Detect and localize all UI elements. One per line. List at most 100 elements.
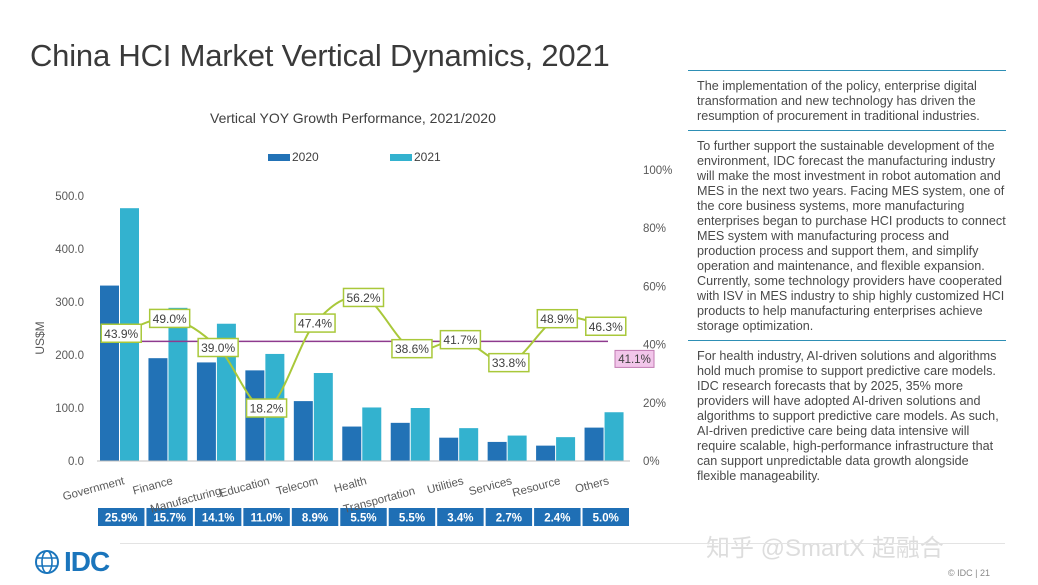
share-label: 2.4% [544,513,570,525]
y2-tick-label: 40% [643,340,666,352]
footer: © IDC | 21 [948,568,990,578]
growth-label-box [148,308,191,329]
chart-title: Vertical YOY Growth Performance, 2021/20… [210,110,496,126]
legend-item-2020: 2020 [268,150,319,164]
average-label: 41.1% [618,354,651,366]
share-box [582,508,629,526]
growth-label: 56.2% [346,291,380,305]
logo-text: IDC [64,546,110,577]
side-paragraph-3: For health industry, AI-driven solutions… [688,340,1006,490]
y-tick-label: 500.0 [55,191,84,203]
legend-swatch-2020 [268,153,290,161]
growth-label-box [536,308,579,329]
bar-2021 [507,435,527,461]
growth-label: 18.2% [250,402,284,416]
watermark: 知乎 @SmartX 超融合 [706,535,944,562]
share-label: 14.1% [202,513,235,525]
legend-swatch-2021 [390,153,412,161]
average-label-box [614,349,655,368]
category-label: Resource [511,475,562,499]
share-label: 5.5% [350,513,376,525]
y2-tick-label: 100% [643,165,672,177]
y-tick-label: 400.0 [55,244,84,256]
growth-label-box [100,323,142,344]
bar-2021 [168,307,188,461]
growth-label: 39.0% [201,341,235,355]
growth-chart: 0.0 100.0 200.0 300.0 400.0 500.0 0% 20% 40% 60% 8… [33,165,672,526]
share-label: 8.9% [302,513,328,525]
growth-label: 41.7% [443,333,477,347]
growth-label: 33.8% [492,356,526,370]
growth-label-box [488,352,530,373]
y-tick-label: 300.0 [55,297,84,309]
legend-label-2020: 2020 [292,150,319,164]
legend-label-2021: 2021 [414,150,441,164]
bar-2021 [459,428,479,461]
share-label: 3.4% [447,513,473,525]
bar-2020 [148,358,168,461]
bar-2020 [487,441,507,461]
bar-2020 [439,437,459,461]
growth-label-box [439,329,482,350]
growth-label: 43.9% [104,327,138,341]
page-title: China HCI Market Vertical Dynamics, 2021 [30,38,610,73]
growth-label: 49.0% [153,312,187,326]
growth-label-box [197,337,239,358]
bar-2021 [410,408,430,461]
bar-2021 [556,437,576,461]
share-box [388,508,436,526]
share-label: 15.7% [153,513,186,525]
category-label: Telecom [275,475,319,498]
bar-2021 [604,412,624,461]
bar-2020 [342,426,362,461]
footer-divider [120,543,1005,544]
share-label: 5.0% [593,513,619,525]
y-axis-label: US$M [33,321,47,354]
share-label: 25.9% [105,513,138,525]
globe-icon [35,550,59,574]
share-box [291,508,339,526]
growth-label: 47.4% [298,317,332,331]
share-box [194,508,242,526]
growth-label: 46.3% [589,320,623,334]
side-paragraph-2: To further support the sustainable devel… [688,130,1006,340]
share-box [98,508,145,526]
growth-label-box [294,313,336,333]
bar-2020 [100,285,119,461]
share-box [340,508,387,526]
bar-2021 [216,323,236,461]
growth-label: 38.6% [395,342,429,356]
category-label: Finance [132,475,175,497]
share-box [437,508,484,526]
bar-2021 [362,407,382,461]
page-number: 21 [979,568,990,578]
legend-item-2021: 2021 [390,150,441,164]
growth-label: 48.9% [540,312,574,326]
bar-2020 [293,401,313,461]
bar-2020 [196,362,216,461]
share-label: 2.7% [496,513,522,525]
y2-tick-label: 80% [643,223,666,235]
category-label: Others [574,475,611,496]
share-box [243,508,290,526]
bar-2021 [313,373,333,461]
y2-tick-label: 60% [643,281,666,293]
share-box [534,508,581,526]
category-label: Education [219,475,272,500]
y-tick-label: 200.0 [55,350,84,362]
idc-logo: IDC [34,546,110,578]
growth-label-box [391,338,433,359]
category-label: Health [333,475,368,495]
side-paragraph-1: The implementation of the policy, enterp… [688,70,1006,130]
growth-line [120,295,606,410]
y2-tick-label: 20% [643,398,666,410]
category-label: Services [468,475,514,498]
bar-2020 [390,422,410,461]
share-label: 5.5% [399,513,425,525]
side-text-panel: The implementation of the policy, enterp… [688,70,1006,490]
share-label: 11.0% [251,513,283,525]
y2-tick-label: 0% [643,456,660,468]
bar-2020 [584,427,604,461]
growth-label-box [245,398,288,418]
category-label: Utilities [426,475,465,496]
